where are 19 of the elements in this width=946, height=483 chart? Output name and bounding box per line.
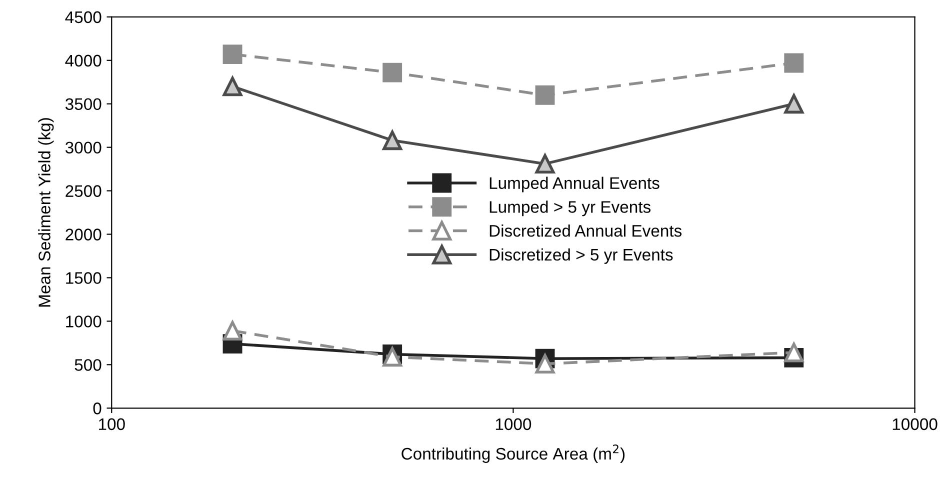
legend-label: Lumped > 5 yr Events <box>490 200 651 216</box>
y-tick-label: 0 <box>93 402 102 414</box>
y-tick-label: 1000 <box>66 316 102 328</box>
legend-label: Discretized > 5 yr Events <box>490 248 673 264</box>
y-tick-label: 3000 <box>65 142 102 154</box>
y-tick-label: 2500 <box>66 185 102 197</box>
y-axis-title: Mean Sediment Yield (kg) <box>38 118 54 307</box>
x-tick-label: 100 <box>98 418 125 430</box>
legend-label: Discretized Annual Events <box>490 224 682 237</box>
y-tick-label: 500 <box>74 359 102 371</box>
legend-label: Lumped Annual Events <box>490 176 660 192</box>
y-tick-label: 4500 <box>65 11 102 24</box>
y-tick-label: 4000 <box>65 54 102 67</box>
x-axis-title: Contributing Source Area (m$^{2}$) <box>402 444 625 463</box>
x-tick-label: 10000 <box>892 418 938 430</box>
y-tick-label: 2000 <box>66 228 102 240</box>
y-tick-label: 1500 <box>66 272 102 284</box>
x-tick-label: 1000 <box>496 418 532 430</box>
y-tick-label: 3500 <box>65 98 102 110</box>
